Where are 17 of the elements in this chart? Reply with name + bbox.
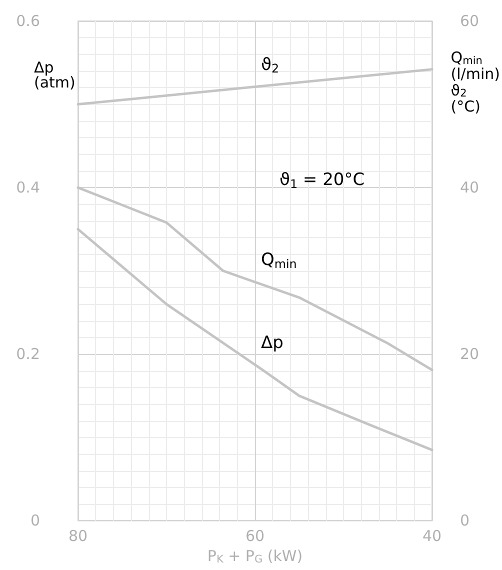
y-tick-label: 0.4 [16,178,40,197]
x-axis-title: PK + PG (kW) [207,547,303,566]
y2-axis-title: Qmin (l/min) ϑ2 (°C) [450,48,500,116]
line-series [76,186,434,372]
x-tick-label: 40 [422,527,442,546]
x-tick-label: 60 [245,527,265,546]
line-series [76,228,434,452]
y-tick-label: 0 [30,512,40,530]
x-tick-label: 80 [68,527,88,546]
series-label: Δp [261,332,284,353]
y2-tick-label: 40 [460,178,480,197]
y2-tick-label: 20 [460,345,480,364]
y-tick-label: 0.6 [16,12,40,30]
y2-tick-label: 0 [460,512,470,530]
y-axis-title: Δp (atm) [34,58,76,92]
y-tick-label: 0.2 [16,345,40,364]
y2-tick-label: 60 [460,12,480,30]
